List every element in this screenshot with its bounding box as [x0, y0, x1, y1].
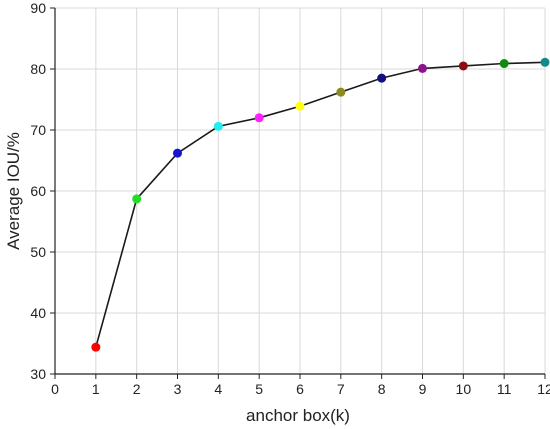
- y-tick-label: 50: [30, 244, 46, 260]
- data-point-marker: [254, 113, 264, 123]
- x-tick-label: 4: [214, 381, 222, 397]
- x-tick-label: 12: [537, 381, 550, 397]
- grid-lines: [55, 7, 546, 374]
- y-tick-label: 70: [30, 122, 46, 138]
- x-tick-label: 10: [456, 381, 472, 397]
- x-tick-label: 7: [337, 381, 345, 397]
- data-point-marker: [540, 57, 550, 67]
- y-tick-label: 90: [30, 0, 46, 16]
- data-point-marker: [499, 59, 509, 69]
- y-tick-label: 40: [30, 305, 46, 321]
- data-point-marker: [377, 73, 387, 83]
- data-point-marker: [418, 63, 427, 73]
- x-tick-label: 6: [296, 381, 304, 397]
- y-tick-label: 60: [30, 183, 46, 199]
- x-tick-label: 8: [378, 381, 386, 397]
- y-tick-label: 80: [30, 61, 46, 77]
- x-tick-label: 5: [255, 381, 263, 397]
- y-tick-label: 30: [30, 366, 46, 382]
- x-tick-label: 2: [133, 381, 141, 397]
- data-point-marker: [173, 148, 182, 158]
- data-point-marker: [91, 342, 101, 352]
- data-point-marker: [336, 87, 346, 97]
- data-point-marker: [458, 61, 468, 71]
- x-tick-label: 3: [174, 381, 182, 397]
- x-tick-label: 1: [92, 381, 100, 397]
- data-point-marker: [132, 194, 142, 204]
- x-tick-label: 11: [497, 381, 512, 397]
- y-axis-title: Average IOU/%: [4, 132, 23, 250]
- data-point-marker: [213, 121, 223, 131]
- x-axis-title: anchor box(k): [246, 406, 350, 425]
- series-layer: [91, 57, 550, 352]
- x-tick-label: 0: [51, 381, 59, 397]
- x-tick-label: 9: [419, 381, 427, 397]
- axes: [50, 7, 546, 379]
- series-line: [95, 61, 546, 348]
- data-point-marker: [295, 101, 305, 111]
